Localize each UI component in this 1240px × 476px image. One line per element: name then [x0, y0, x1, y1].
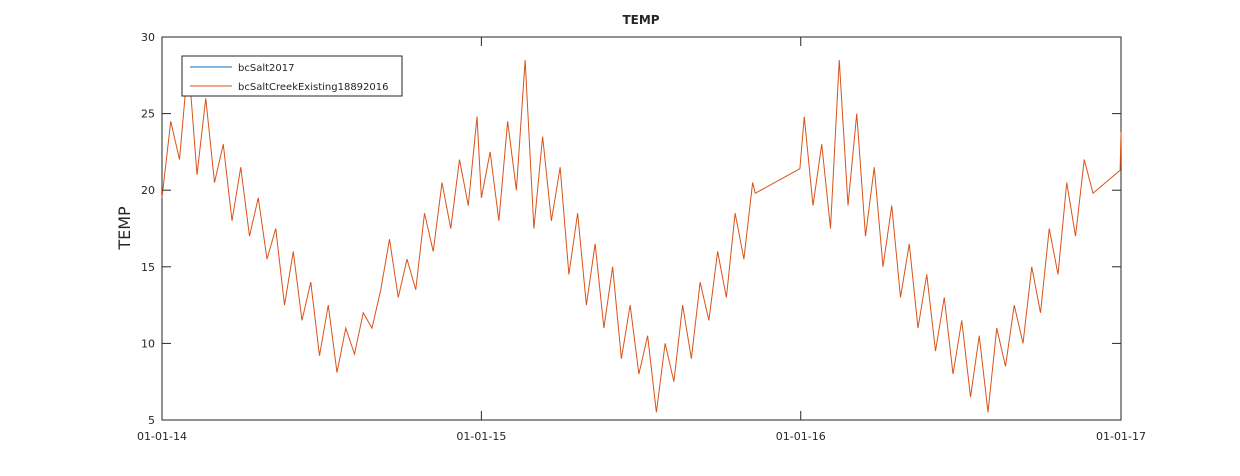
y-tick-label: 10 — [141, 337, 155, 350]
data-line — [161, 59, 1122, 413]
plot-area — [161, 36, 1122, 421]
x-tick-label: 01-01-16 — [776, 430, 826, 443]
y-tick-label: 25 — [141, 108, 155, 121]
y-tick-label: 15 — [141, 261, 155, 274]
y-axis-label: TEMP — [115, 206, 134, 251]
x-tick-label: 01-01-14 — [137, 430, 187, 443]
y-tick-label: 30 — [141, 31, 155, 44]
x-tick-label: 01-01-17 — [1096, 430, 1146, 443]
y-tick-label: 20 — [141, 184, 155, 197]
y-tick-label: 5 — [148, 414, 155, 427]
legend-label: bcSaltCreekExisting18892016 — [238, 82, 389, 93]
legend-box — [181, 55, 403, 97]
chart-title: TEMP — [622, 13, 659, 27]
legend-label: bcSalt2017 — [238, 63, 294, 74]
x-tick-label: 01-01-15 — [456, 430, 506, 443]
